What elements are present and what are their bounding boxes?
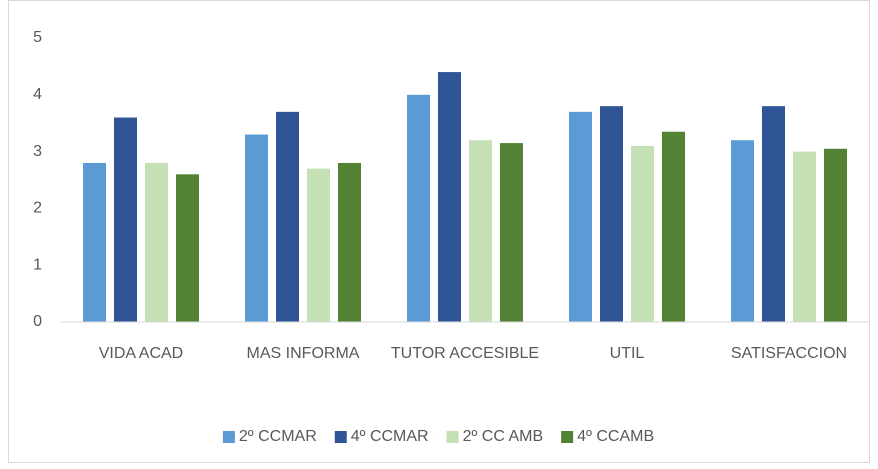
legend-swatch bbox=[561, 431, 574, 443]
x-tick-label: MAS INFORMA bbox=[247, 345, 360, 362]
bar bbox=[500, 143, 523, 322]
y-tick-label: 1 bbox=[33, 256, 42, 273]
bar bbox=[83, 162, 106, 322]
y-tick-label: 4 bbox=[33, 86, 42, 103]
bar bbox=[569, 111, 592, 322]
y-tick-label: 0 bbox=[33, 313, 42, 330]
bar bbox=[245, 134, 268, 322]
legend-label: 4º CCAMB bbox=[577, 428, 654, 445]
x-tick-label: VIDA ACAD bbox=[99, 345, 183, 362]
legend-swatch bbox=[446, 431, 459, 443]
bar bbox=[114, 117, 137, 323]
y-tick-label: 3 bbox=[33, 143, 42, 160]
legend-label: 4º CCMAR bbox=[351, 428, 429, 445]
bar bbox=[631, 145, 654, 322]
x-tick-label: TUTOR ACCESIBLE bbox=[391, 345, 539, 362]
bar bbox=[176, 174, 199, 322]
legend-swatch bbox=[334, 431, 347, 443]
bar bbox=[469, 140, 492, 322]
legend-label: 2º CCMAR bbox=[239, 428, 317, 445]
legend-swatch bbox=[222, 431, 235, 443]
bar bbox=[338, 162, 361, 322]
x-tick-label: SATISFACCION bbox=[731, 345, 847, 362]
bar bbox=[824, 148, 847, 322]
bar bbox=[731, 140, 754, 322]
bar bbox=[145, 162, 168, 322]
y-tick-label: 5 bbox=[33, 29, 42, 46]
bar bbox=[276, 111, 299, 322]
bar bbox=[762, 106, 785, 322]
bar bbox=[438, 72, 461, 322]
bar bbox=[793, 151, 816, 322]
bar bbox=[307, 168, 330, 322]
bar bbox=[407, 94, 430, 322]
y-tick-label: 2 bbox=[33, 200, 42, 217]
bar bbox=[600, 106, 623, 322]
legend-label: 2º CC AMB bbox=[463, 428, 544, 445]
x-tick-label: UTIL bbox=[610, 345, 645, 362]
bar bbox=[662, 131, 685, 322]
